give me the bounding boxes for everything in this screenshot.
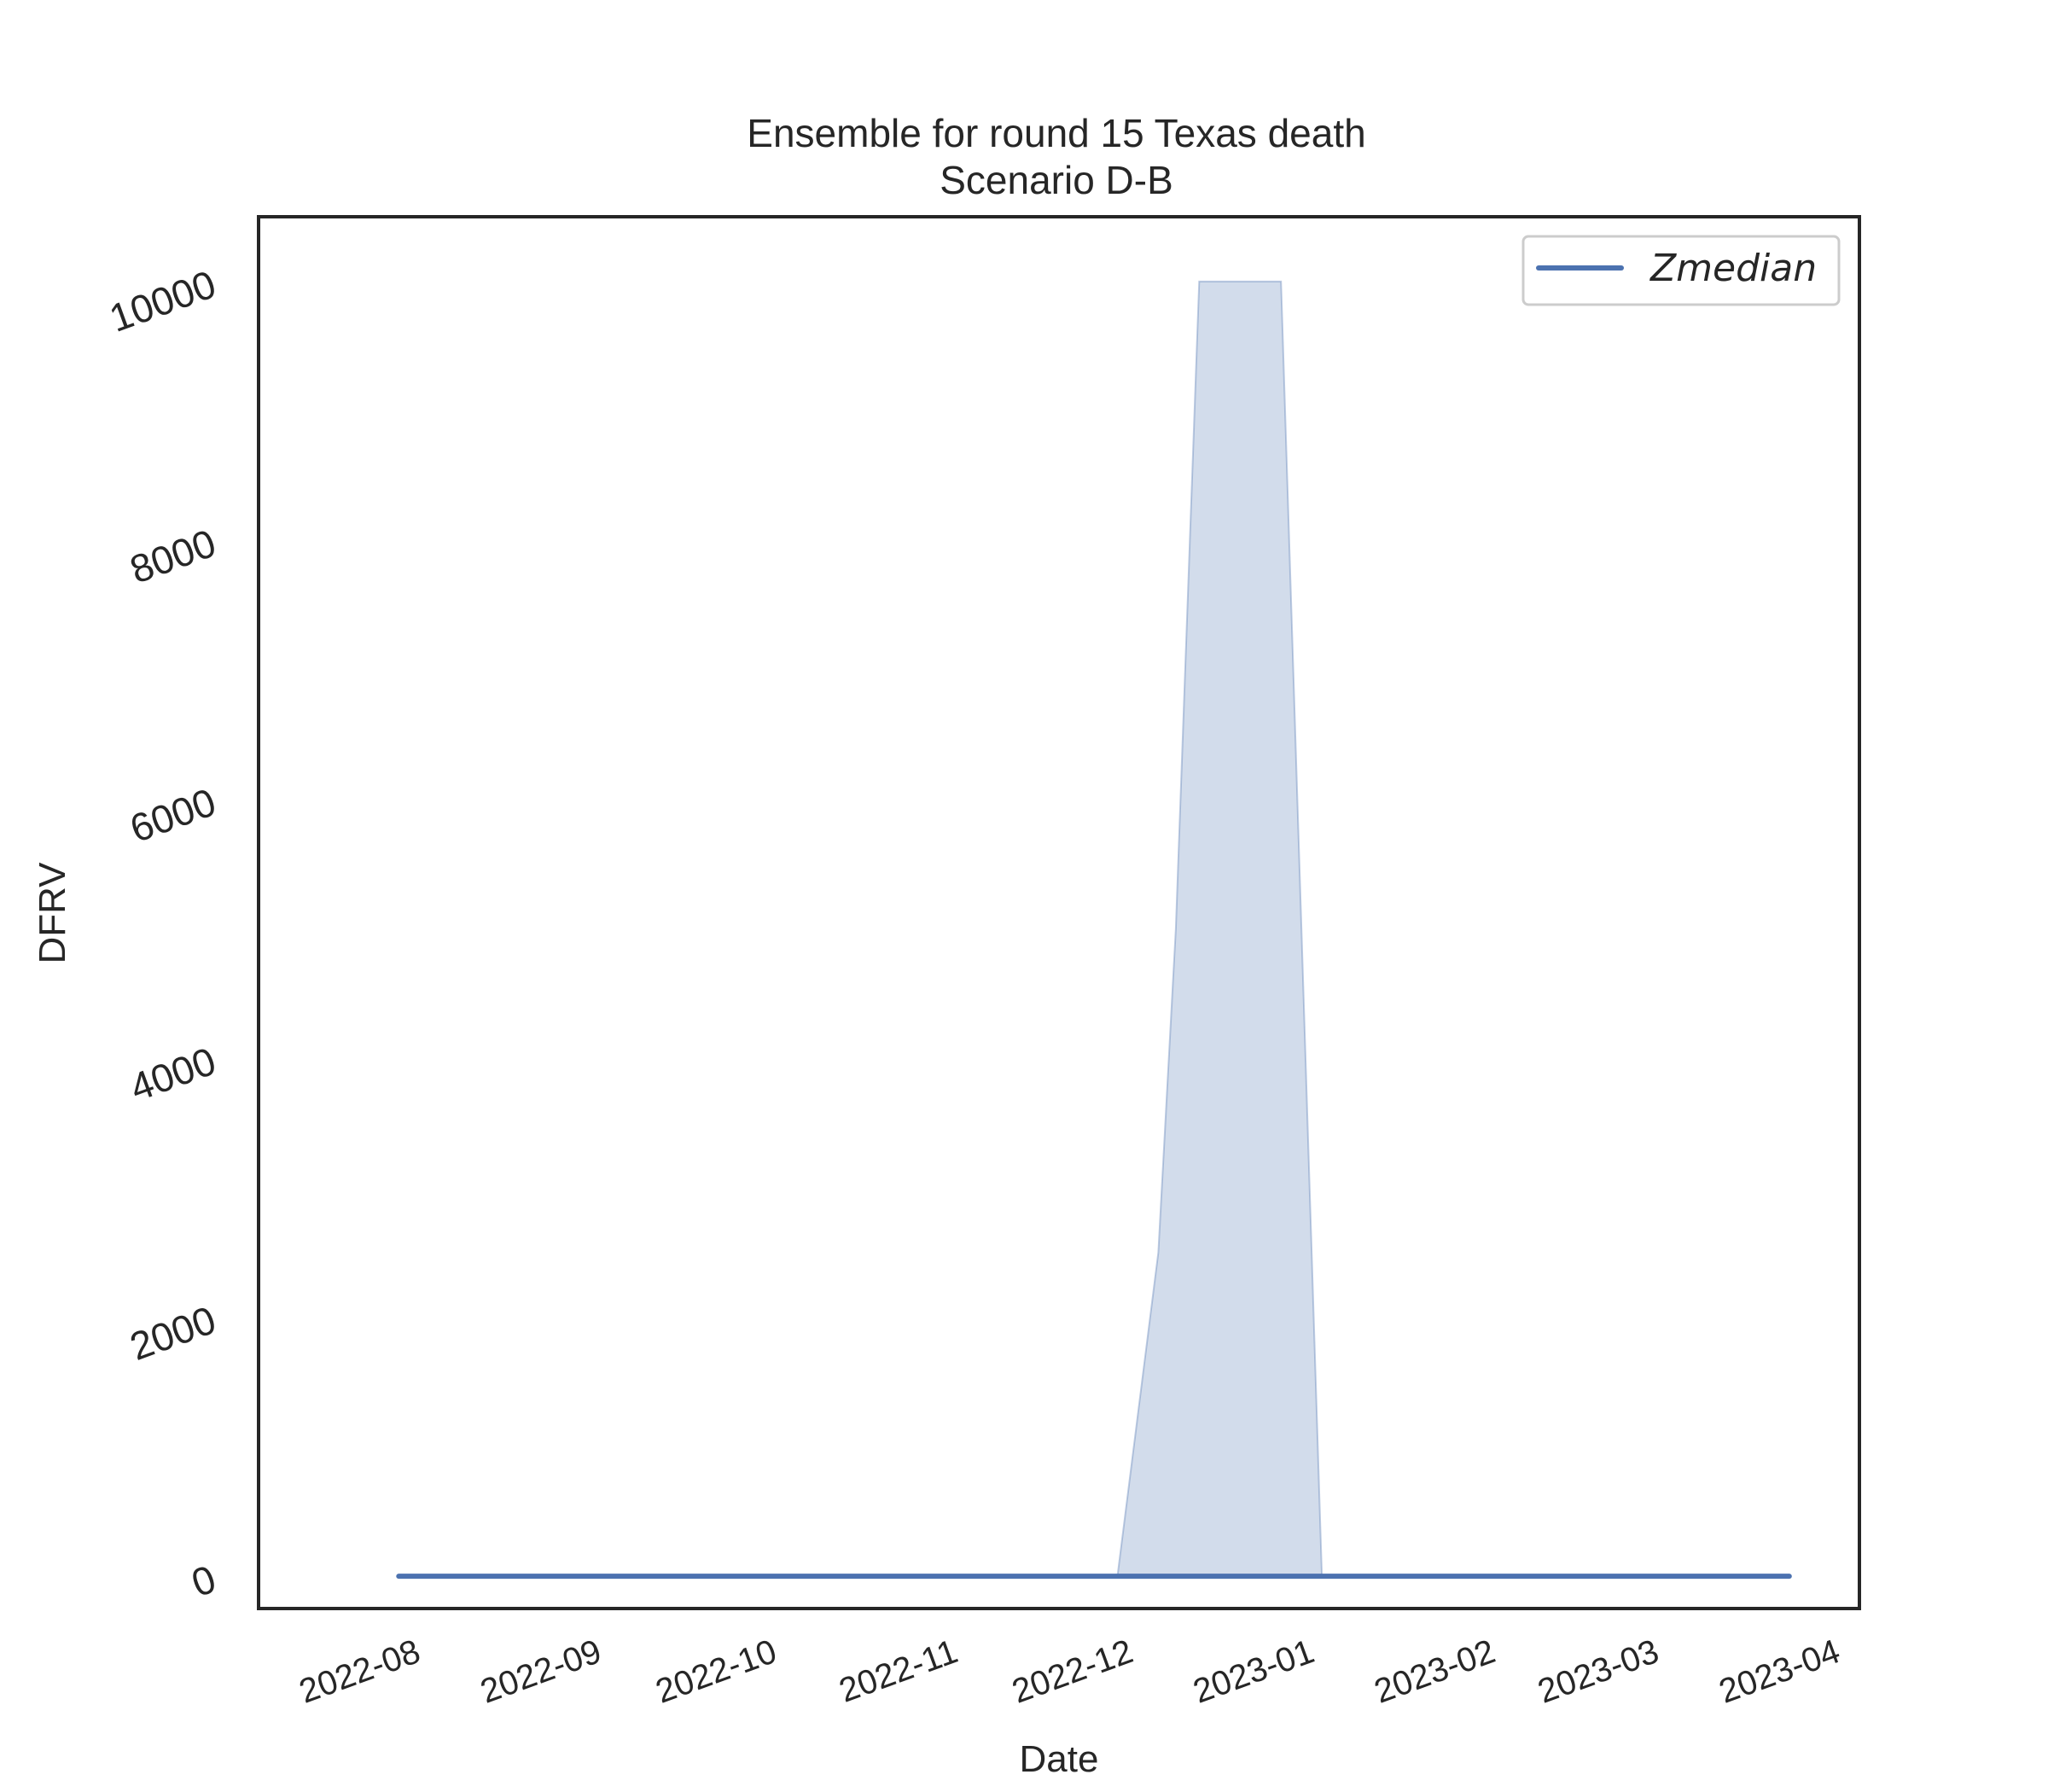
x-tick-label: 2022-08 bbox=[294, 1632, 425, 1711]
x-tick-label: 2022-12 bbox=[1007, 1632, 1137, 1711]
x-tick-label: 2022-11 bbox=[835, 1632, 963, 1710]
y-tick-label: 8000 bbox=[124, 521, 221, 592]
x-axis-ticks: 2022-08 2022-09 2022-10 2022-11 2022-12 2023-… bbox=[294, 1632, 1845, 1711]
x-tick-label: 2023-02 bbox=[1370, 1632, 1500, 1711]
chart-title: Ensemble for round 15 Texas death bbox=[747, 111, 1365, 155]
x-tick-label: 2022-09 bbox=[475, 1632, 606, 1711]
x-tick-label: 2023-03 bbox=[1533, 1632, 1664, 1711]
x-tick-label: 2023-04 bbox=[1714, 1632, 1845, 1711]
y-tick-label: 10000 bbox=[103, 261, 221, 340]
legend: Zmedian bbox=[1521, 235, 1841, 306]
x-axis-label: Date bbox=[1020, 1738, 1099, 1780]
y-tick-label: 2000 bbox=[124, 1297, 221, 1369]
y-tick-label: 6000 bbox=[124, 779, 221, 851]
chart-subtitle: Scenario D-B bbox=[940, 158, 1173, 202]
x-tick-label: 2022-10 bbox=[651, 1632, 782, 1711]
confidence-band-layer bbox=[399, 280, 1789, 1578]
y-tick-label: 0 bbox=[186, 1556, 222, 1606]
plot-frame bbox=[257, 215, 1861, 1610]
y-axis-label: DFRV bbox=[32, 862, 73, 964]
y-axis-ticks: 0 2000 4000 6000 8000 10000 bbox=[103, 261, 221, 1605]
legend-label-zmedian: Zmedian bbox=[1649, 247, 1817, 290]
legend-box bbox=[1521, 235, 1841, 306]
confidence-band bbox=[399, 280, 1789, 1578]
y-tick-label: 4000 bbox=[124, 1039, 221, 1110]
x-tick-label: 2023-01 bbox=[1189, 1632, 1319, 1711]
